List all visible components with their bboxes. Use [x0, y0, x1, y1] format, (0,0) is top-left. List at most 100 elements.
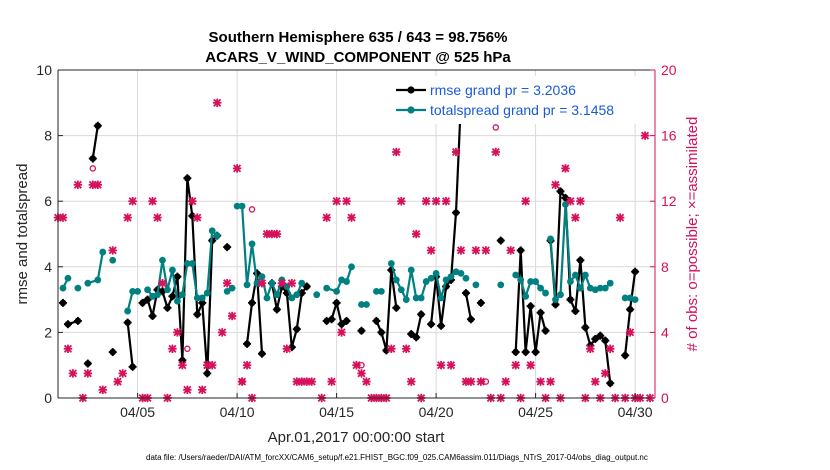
rmse-point — [437, 321, 446, 330]
spread-point — [213, 232, 221, 240]
spread-point — [392, 276, 400, 284]
rmse-point — [292, 325, 301, 334]
obs-assimilated-marker — [561, 164, 570, 173]
obs-assimilated-marker — [63, 344, 73, 353]
obs-assimilated-marker — [257, 279, 267, 288]
spread-point — [631, 296, 639, 303]
rmse-point — [407, 330, 416, 339]
rmse-point — [257, 349, 266, 358]
rmse-point — [193, 310, 202, 319]
rmse-point — [123, 318, 132, 327]
obs-assimilated-marker — [327, 377, 336, 386]
spread-point — [437, 294, 445, 302]
obs-assimilated-marker — [511, 361, 520, 370]
obs-assimilated-marker — [421, 197, 431, 206]
obs-assimilated-marker — [108, 246, 117, 255]
spread-point — [293, 291, 301, 299]
rmse-point — [601, 336, 610, 345]
obs-assimilated-marker — [546, 377, 555, 386]
series-line — [245, 272, 264, 354]
spread-point — [422, 278, 430, 285]
spread-point — [258, 273, 266, 281]
chart-title: Southern Hemisphere 635 / 643 = 98.756% — [209, 29, 508, 46]
obs-assimilated-marker — [451, 147, 461, 157]
spread-point — [522, 292, 530, 300]
obs-assimilated-marker — [272, 229, 282, 239]
rmse-point — [412, 333, 421, 342]
obs-assimilated-marker — [198, 385, 207, 394]
spread-point — [621, 294, 629, 302]
totalspread-series — [59, 201, 639, 315]
obs-assimilated-marker — [362, 377, 371, 386]
rmse-point — [606, 379, 615, 388]
spread-point — [223, 288, 231, 295]
obs-assimilated-marker — [307, 377, 316, 386]
spread-point — [427, 274, 435, 282]
obs-assimilated-marker — [98, 385, 107, 394]
obs-possible-marker — [482, 378, 490, 385]
obs-assimilated-marker — [441, 197, 451, 206]
rmse-point — [516, 246, 525, 255]
legend: rmse grand pr = 3.2036 totalspread grand… — [396, 76, 648, 124]
spread-point — [203, 289, 211, 297]
rmse-point — [452, 208, 460, 217]
obs-assimilated-marker — [476, 377, 486, 386]
rmse-point — [631, 267, 640, 276]
spread-point — [601, 284, 609, 292]
legend-spread-label: totalspread grand pr = 3.1458 — [430, 102, 614, 118]
rmse-point — [168, 292, 177, 301]
rmse-point — [551, 300, 560, 309]
rmse-point — [203, 369, 212, 378]
spread-point — [387, 260, 395, 267]
spread-point — [552, 296, 559, 303]
obs-assimilated-marker — [625, 328, 635, 337]
spread-point — [109, 256, 117, 264]
legend-rmse-label: rmse grand pr = 3.2036 — [430, 82, 576, 98]
spread-point — [537, 284, 544, 292]
obs-assimilated-marker — [466, 377, 476, 386]
x-tick-label: 04/15 — [319, 404, 354, 420]
spread-point — [169, 266, 176, 274]
spread-point — [557, 291, 564, 299]
spread-point — [567, 278, 574, 285]
rmse-point — [58, 298, 67, 307]
rmse-point — [148, 312, 157, 320]
obs-assimilated-marker — [352, 361, 361, 370]
y2-axis-label: # of obs: o=possible; ×=assimilated — [684, 117, 701, 352]
y2-tick-label: 16 — [661, 128, 677, 144]
spread-point — [417, 294, 425, 302]
spread-point — [442, 276, 450, 284]
obs-assimilated-marker — [183, 385, 192, 394]
obs-assimilated-marker — [232, 164, 242, 173]
obs-possible-marker — [238, 378, 246, 385]
rmse-point — [541, 326, 550, 335]
data-file-footnote: data file: /Users/raeder/DAI/ATM_forcXX/… — [146, 453, 648, 462]
spread-point — [59, 284, 67, 292]
spread-point — [288, 294, 296, 302]
spread-point — [144, 286, 151, 294]
y-tick-label: 0 — [44, 390, 52, 406]
obs-assimilated-marker — [213, 98, 222, 107]
series-line — [141, 177, 218, 375]
spread-point — [134, 288, 142, 295]
rmse-point — [163, 303, 172, 312]
spread-point — [198, 294, 206, 302]
obs-assimilated-marker — [222, 279, 232, 288]
rmse-point — [83, 359, 92, 368]
spread-point — [243, 281, 251, 289]
spread-point — [164, 286, 171, 294]
series-line — [126, 322, 134, 367]
spread-point — [253, 279, 261, 287]
obs-assimilated-marker — [521, 197, 530, 206]
rmse-point — [223, 243, 232, 252]
spread-point — [238, 202, 246, 210]
obs-assimilated-marker — [282, 344, 292, 353]
rmse-point — [536, 308, 545, 317]
y2-tick-label: 0 — [661, 390, 669, 406]
spread-point — [208, 227, 216, 235]
rmse-point — [392, 303, 401, 312]
spread-point — [313, 291, 321, 299]
spread-point — [377, 288, 385, 295]
obs-possible-marker — [89, 165, 97, 172]
